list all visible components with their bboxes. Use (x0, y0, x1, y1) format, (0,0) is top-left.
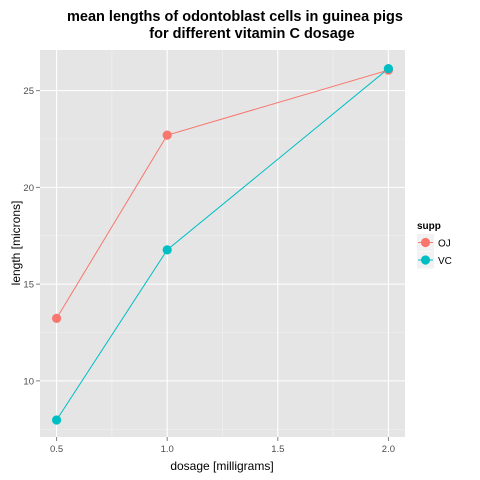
legend-key-point-vc (420, 255, 431, 265)
y-tick-label-0: 10 (23, 376, 34, 387)
x-tick-label-3: 2.0 (382, 444, 395, 455)
legend-title: supp (417, 221, 441, 232)
y-tick-label-1: 15 (23, 280, 34, 291)
y-tick-label-2: 20 (23, 183, 34, 194)
x-axis-ticks: 0.5 1.0 1.5 2.0 (50, 437, 395, 455)
x-tick-label-2: 1.5 (271, 444, 284, 455)
chart-title-line-2: for different vitamin C dosage (149, 26, 354, 42)
chart-title-line-1: mean lengths of odontoblast cells in gui… (67, 9, 403, 25)
chart-title: mean lengths of odontoblast cells in gui… (67, 9, 403, 42)
data-point-vc-0 (51, 415, 62, 425)
y-axis-ticks: 10 15 20 25 (23, 86, 40, 387)
data-point-vc-1 (162, 245, 172, 255)
legend-label-vc: VC (438, 256, 452, 267)
legend-label-oj: OJ (438, 239, 451, 250)
legend: supp OJ VC (417, 221, 452, 269)
grid-major (40, 50, 405, 437)
y-tick-label-3: 25 (23, 86, 34, 97)
legend-key-point-oj (420, 237, 431, 248)
data-point-vc-2 (383, 63, 394, 74)
series-points (51, 63, 394, 425)
data-point-oj-1 (162, 130, 172, 140)
x-tick-label-0: 0.5 (50, 444, 63, 455)
legend-items: OJ VC (417, 234, 452, 269)
x-tick-label-1: 1.0 (161, 444, 174, 455)
y-axis-title: length [microns] (9, 201, 23, 286)
x-axis-title: dosage [milligrams] (170, 459, 273, 473)
data-point-oj-0 (51, 313, 62, 323)
